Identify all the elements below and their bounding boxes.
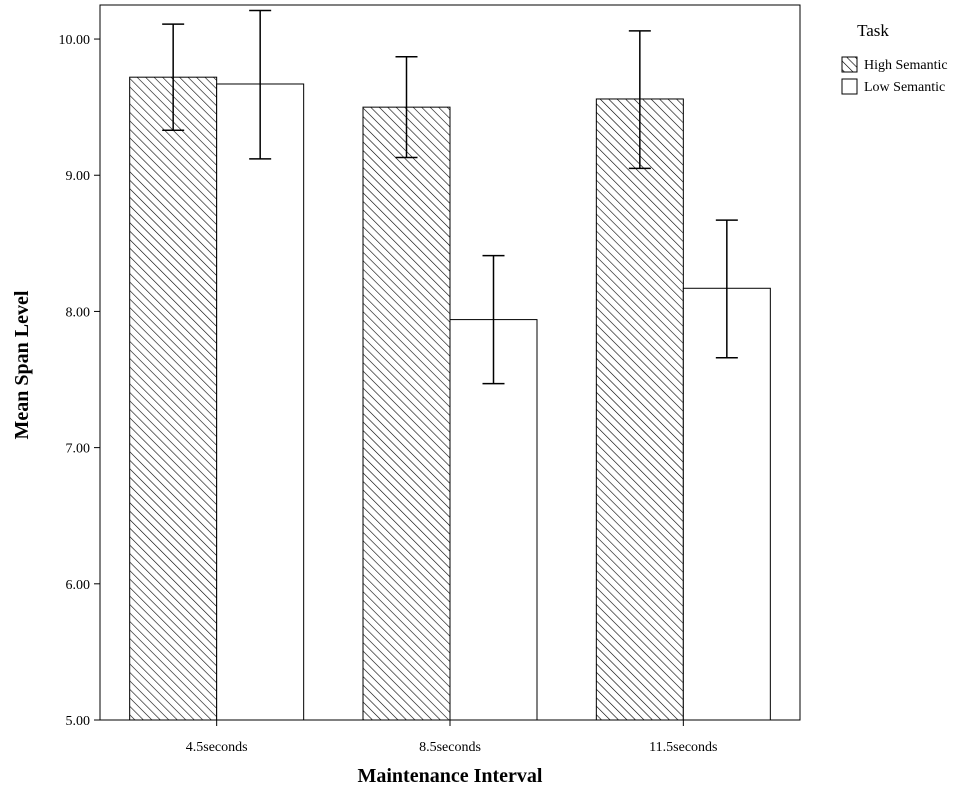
bar-high-semantic <box>595 98 684 721</box>
legend-label-high-semantic: High Semantic <box>864 58 948 73</box>
legend-swatch-low-semantic <box>841 78 858 95</box>
legend-label-low-semantic: Low Semantic <box>864 80 945 95</box>
y-tick-label: 6.00 <box>66 578 91 593</box>
y-tick-label: 5.00 <box>66 714 91 729</box>
x-tick-label: 11.5seconds <box>649 740 717 755</box>
bar-high-semantic <box>362 106 451 721</box>
bar-low-semantic <box>449 319 538 721</box>
bar-high-semantic <box>129 76 218 721</box>
x-tick-label: 4.5seconds <box>186 740 248 755</box>
y-tick-label: 10.00 <box>59 33 91 48</box>
legend-title: Task <box>857 21 889 40</box>
x-axis: 4.5seconds 8.5seconds 11.5seconds <box>186 720 717 755</box>
y-axis-title: Mean Span Level <box>11 290 33 439</box>
bar-low-semantic <box>216 83 305 721</box>
y-tick-label: 9.00 <box>66 169 91 184</box>
legend: Task High Semantic Low Semantic <box>841 21 948 95</box>
bars-layer <box>129 76 771 721</box>
x-axis-title: Maintenance Interval <box>358 765 543 787</box>
y-axis: 5.00 6.00 7.00 8.00 9.00 10.00 <box>59 33 100 729</box>
y-tick-label: 7.00 <box>66 442 91 457</box>
bar-low-semantic <box>682 287 771 721</box>
legend-swatch-high-semantic <box>841 56 858 73</box>
error-bars-layer <box>162 9 738 385</box>
y-tick-label: 8.00 <box>66 305 91 320</box>
x-tick-label: 8.5seconds <box>419 740 481 755</box>
